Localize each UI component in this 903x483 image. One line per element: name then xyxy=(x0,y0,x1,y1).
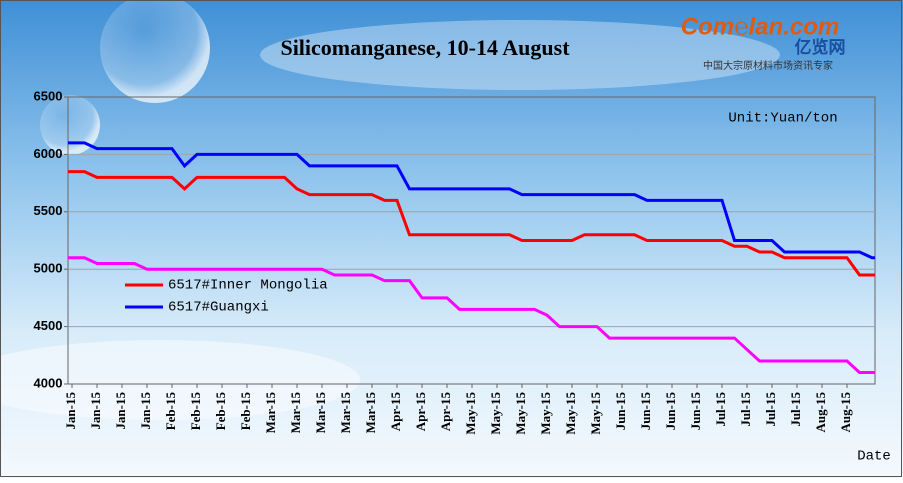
x-tick-label: May-15 xyxy=(513,392,528,435)
logo-slogan: 中国大宗原材料市场资讯专家 xyxy=(703,59,833,72)
x-tick-label: Mar-15 xyxy=(338,392,353,434)
x-tick-label: Feb-15 xyxy=(213,392,228,431)
legend-label: 6517#Guangxi xyxy=(168,300,269,316)
x-tick-label: Jul-15 xyxy=(763,392,778,427)
x-tick-label: Jun-15 xyxy=(688,392,703,431)
legend-label: 6517#Inner Mongolia xyxy=(168,278,328,294)
y-tick-label: 6000 xyxy=(34,146,63,161)
x-tick-label: Mar-15 xyxy=(288,392,303,434)
logo-name: 亿览网 xyxy=(795,37,846,58)
x-tick-label: Mar-15 xyxy=(313,392,328,434)
x-tick-label: Jan-15 xyxy=(63,392,78,430)
series-line xyxy=(68,141,875,260)
x-tick-label: Mar-15 xyxy=(263,392,278,434)
x-tick-label: Jul-15 xyxy=(738,392,753,427)
x-tick-label: Apr-15 xyxy=(413,392,428,432)
y-tick-label: 5000 xyxy=(34,261,63,276)
x-tick-label: Jul-15 xyxy=(713,392,728,427)
x-tick-label: Feb-15 xyxy=(238,392,253,431)
y-tick-label: 6500 xyxy=(34,88,63,103)
x-tick-label: Feb-15 xyxy=(163,392,178,431)
x-tick-label: May-15 xyxy=(538,392,553,435)
x-tick-label: Jun-15 xyxy=(663,392,678,431)
y-tick-label: 4000 xyxy=(34,375,63,390)
chart-title: Silicomanganese, 10-14 August xyxy=(280,35,570,60)
x-tick-label: Jun-15 xyxy=(613,392,628,431)
x-tick-label: Apr-15 xyxy=(388,392,403,432)
x-tick-label: Aug-15 xyxy=(813,392,828,433)
x-tick-label: Apr-15 xyxy=(438,392,453,432)
x-tick-label: Jan-15 xyxy=(88,392,103,430)
x-tick-label: Jul-15 xyxy=(788,392,803,427)
x-axis-title: Date xyxy=(857,449,891,465)
x-tick-label: May-15 xyxy=(463,392,478,435)
x-tick-label: Aug-15 xyxy=(838,392,853,433)
cloud xyxy=(260,20,780,90)
x-tick-label: Jan-15 xyxy=(113,392,128,430)
y-tick-label: 5500 xyxy=(34,203,63,218)
x-tick-label: May-15 xyxy=(563,392,578,435)
y-tick-label: 4500 xyxy=(34,318,63,333)
logo-brand: Com℮lan.com xyxy=(681,13,839,40)
unit-label: Unit:Yuan/ton xyxy=(728,111,837,127)
bubble xyxy=(100,0,210,103)
x-tick-label: Feb-15 xyxy=(188,392,203,431)
x-tick-label: Jan-15 xyxy=(138,392,153,430)
x-tick-label: May-15 xyxy=(588,392,603,435)
series-line xyxy=(68,170,875,277)
cloud xyxy=(0,340,360,420)
series-line xyxy=(68,256,875,375)
bubble xyxy=(40,95,100,155)
x-tick-label: Mar-15 xyxy=(363,392,378,434)
x-tick-label: May-15 xyxy=(488,392,503,435)
x-tick-label: Jun-15 xyxy=(638,392,653,431)
